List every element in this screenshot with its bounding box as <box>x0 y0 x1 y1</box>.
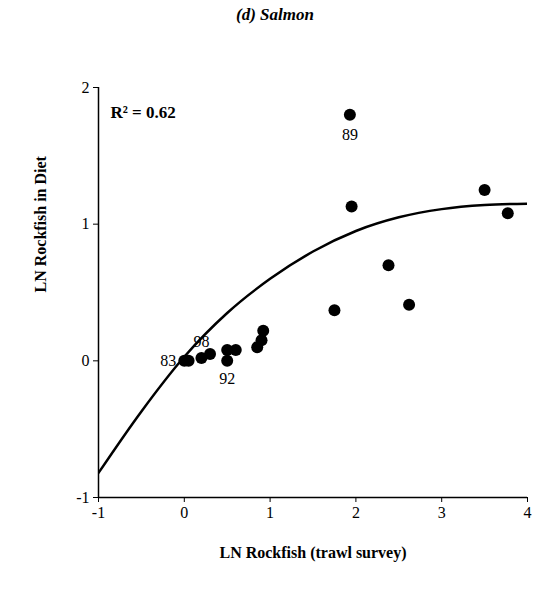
svg-text:0: 0 <box>180 504 188 521</box>
svg-text:92: 92 <box>219 370 235 387</box>
svg-text:1: 1 <box>266 504 274 521</box>
svg-text:2: 2 <box>82 79 90 96</box>
svg-text:-1: -1 <box>76 489 89 506</box>
svg-text:4: 4 <box>524 504 532 521</box>
html-text:(d) Salmon: (d) Salmon <box>236 5 314 24</box>
svg-text:3: 3 <box>438 504 446 521</box>
svg-text:1: 1 <box>82 215 90 232</box>
svg-text:R² = 0.62: R² = 0.62 <box>111 103 176 122</box>
svg-text:LN Rockfish (trawl survey): LN Rockfish (trawl survey) <box>219 544 406 562</box>
svg-text:89: 89 <box>342 126 358 143</box>
svg-text:-1: -1 <box>92 504 105 521</box>
svg-text:LN Rockfish in Diet: LN Rockfish in Diet <box>32 155 49 292</box>
svg-text:83: 83 <box>160 352 176 369</box>
svg-text:0: 0 <box>82 352 90 369</box>
svg-text:2: 2 <box>352 504 360 521</box>
svg-text:98: 98 <box>193 333 209 350</box>
